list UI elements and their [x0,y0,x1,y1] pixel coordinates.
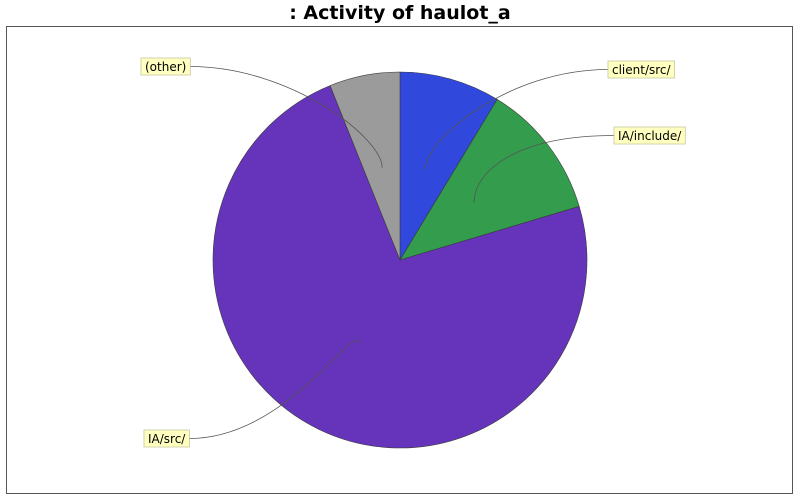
pie-slice [212,85,588,449]
slice-label: (other) [145,60,186,74]
pie-slice [329,71,401,261]
leader-line [424,69,609,170]
pie-slices [212,71,588,449]
slice-labels: client/src/IA/include/IA/src/ (other) [140,57,686,448]
leader-line [189,339,360,439]
pie-slice [399,98,580,261]
slice-label: IA/src/ [148,432,186,446]
leader-lines [189,66,615,439]
slice-label-box [143,429,190,448]
slice-label-box [607,60,675,79]
chart-title: : Activity of haulot_a [289,2,511,24]
leader-line [190,66,383,168]
leader-line [473,135,615,203]
slice-label-box [613,126,686,145]
slice-label-box [140,57,191,76]
slice-label: IA/include/ [618,129,682,143]
slice-label: client/src/ [612,63,672,77]
